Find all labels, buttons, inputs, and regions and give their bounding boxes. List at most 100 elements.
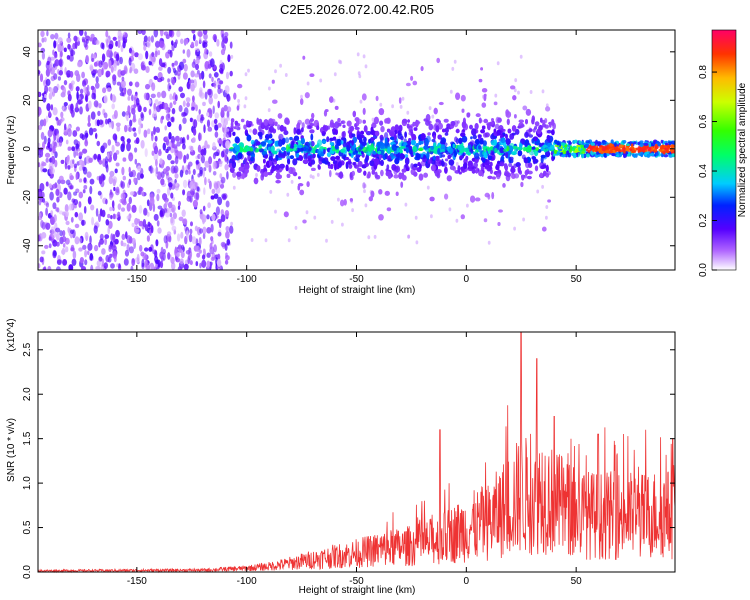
spectrogram-blob bbox=[87, 196, 92, 205]
spectrogram-blob bbox=[212, 105, 215, 114]
spectrogram-blob bbox=[348, 164, 353, 169]
spectrogram-blob bbox=[61, 236, 67, 243]
spectrogram-blob bbox=[166, 231, 172, 237]
spectrogram-blob bbox=[202, 226, 207, 235]
spectrogram-blob bbox=[98, 103, 102, 109]
spectrogram-blob bbox=[480, 67, 483, 71]
spectrogram-blob bbox=[210, 236, 214, 242]
spectrogram-blob bbox=[115, 186, 120, 193]
spectrogram-blob bbox=[168, 30, 173, 37]
spectrogram-blob bbox=[43, 37, 47, 43]
spectrogram-blob bbox=[364, 64, 368, 69]
spectrogram-blob bbox=[646, 153, 651, 158]
spectrogram-blob bbox=[545, 172, 549, 178]
spectrogram-blob bbox=[471, 166, 476, 170]
spectrogram-blob bbox=[81, 219, 85, 226]
spectrogram-blob bbox=[444, 158, 449, 162]
spectrogram-blob bbox=[76, 91, 79, 101]
spectrogram-blob bbox=[505, 111, 512, 118]
spectrogram-blob bbox=[42, 197, 46, 203]
spectrogram-blob bbox=[67, 146, 72, 151]
spectrogram-blob bbox=[404, 202, 408, 207]
spectrogram-blob bbox=[119, 92, 125, 97]
spectrogram-blob bbox=[186, 153, 190, 160]
spectrogram-blob bbox=[453, 59, 457, 64]
spectrogram-blob bbox=[110, 215, 113, 220]
spectrogram-blob bbox=[90, 204, 95, 211]
spectrogram-blob bbox=[359, 99, 363, 104]
spectrogram-blob bbox=[216, 258, 222, 267]
spectrogram-blob bbox=[581, 140, 585, 146]
spectrogram-blob bbox=[178, 105, 183, 112]
spectrogram-blob bbox=[300, 137, 305, 145]
spectrogram-blob bbox=[70, 80, 75, 85]
spectrogram-blob bbox=[329, 96, 334, 103]
spectrogram-blob bbox=[206, 252, 211, 258]
spectrogram-blob bbox=[551, 119, 555, 127]
spectrogram-blob bbox=[224, 243, 228, 251]
spectrogram-blob bbox=[404, 131, 407, 138]
spectrogram-blob bbox=[176, 252, 181, 257]
spectrogram-blob bbox=[59, 59, 63, 65]
spectrogram-blob bbox=[651, 142, 655, 147]
spectrogram-blob bbox=[127, 88, 132, 97]
spectrogram-blob bbox=[648, 142, 652, 148]
spectrogram-blob bbox=[184, 235, 188, 245]
spectrogram-blob bbox=[202, 41, 208, 48]
spectrogram-blob bbox=[100, 42, 104, 49]
spectrogram-blob bbox=[54, 151, 58, 159]
spectrogram-blob bbox=[198, 237, 202, 246]
spectrogram-blob bbox=[357, 167, 362, 173]
spectrogram-blob bbox=[53, 86, 59, 94]
spectrogram-blob bbox=[208, 73, 212, 79]
spectrogram-blob bbox=[107, 226, 110, 235]
spectrogram-blob bbox=[201, 214, 207, 223]
spectrogram-blob bbox=[214, 124, 219, 131]
spectrogram-blob bbox=[110, 233, 114, 242]
spectrogram-blob bbox=[546, 135, 551, 142]
spectrogram-blob bbox=[351, 208, 354, 213]
spectrogram-blob bbox=[176, 30, 181, 38]
spectrogram-blob bbox=[222, 123, 226, 128]
spectrogram-blob bbox=[269, 133, 273, 139]
spectrogram-blob bbox=[127, 95, 131, 101]
spectrogram-blob bbox=[351, 146, 355, 152]
spectrogram-blob bbox=[204, 47, 208, 55]
spectrogram-blob bbox=[472, 134, 477, 140]
spectrogram-blob bbox=[399, 153, 404, 160]
spectrogram-blob bbox=[219, 80, 224, 85]
spectrogram-blob bbox=[180, 231, 184, 239]
spectrogram-blob bbox=[590, 142, 596, 146]
spectrogram-blob bbox=[192, 137, 196, 143]
spectrogram-blob bbox=[52, 183, 58, 189]
spectrogram-blob bbox=[70, 229, 74, 235]
spectrogram-blob bbox=[50, 56, 55, 61]
spectrogram-blob bbox=[337, 122, 342, 127]
spectrogram-blob bbox=[515, 128, 520, 135]
spectrogram-blob bbox=[521, 174, 525, 181]
spectrogram-blob bbox=[121, 70, 127, 75]
spectrogram-blob bbox=[79, 106, 83, 115]
spectrogram-blob bbox=[46, 60, 50, 66]
spectrogram-blob bbox=[643, 142, 649, 146]
spectrogram-blob bbox=[67, 43, 71, 50]
spectrogram-blob bbox=[133, 132, 137, 138]
spectrogram-blob bbox=[46, 30, 49, 37]
spectrogram-blob bbox=[165, 136, 169, 142]
spectrogram-blob bbox=[124, 124, 128, 133]
spectrogram-blob bbox=[270, 168, 274, 174]
spectrogram-blob bbox=[238, 152, 243, 159]
spectrogram-blob bbox=[272, 150, 278, 155]
spectrogram-blob bbox=[586, 153, 590, 158]
spectrogram-blob bbox=[585, 148, 589, 152]
spectrogram-blob bbox=[147, 221, 151, 227]
spectrogram-blob bbox=[167, 78, 171, 83]
spectrogram-blob bbox=[129, 119, 133, 127]
spectrogram-blob bbox=[283, 150, 286, 157]
spectrogram-blob bbox=[319, 78, 323, 83]
spectrogram-blob bbox=[389, 152, 394, 158]
spectrogram-blob bbox=[633, 141, 637, 145]
spectrogram-blob bbox=[186, 134, 190, 141]
spectrogram-blob bbox=[473, 162, 478, 168]
spectrogram-blob bbox=[38, 70, 41, 75]
